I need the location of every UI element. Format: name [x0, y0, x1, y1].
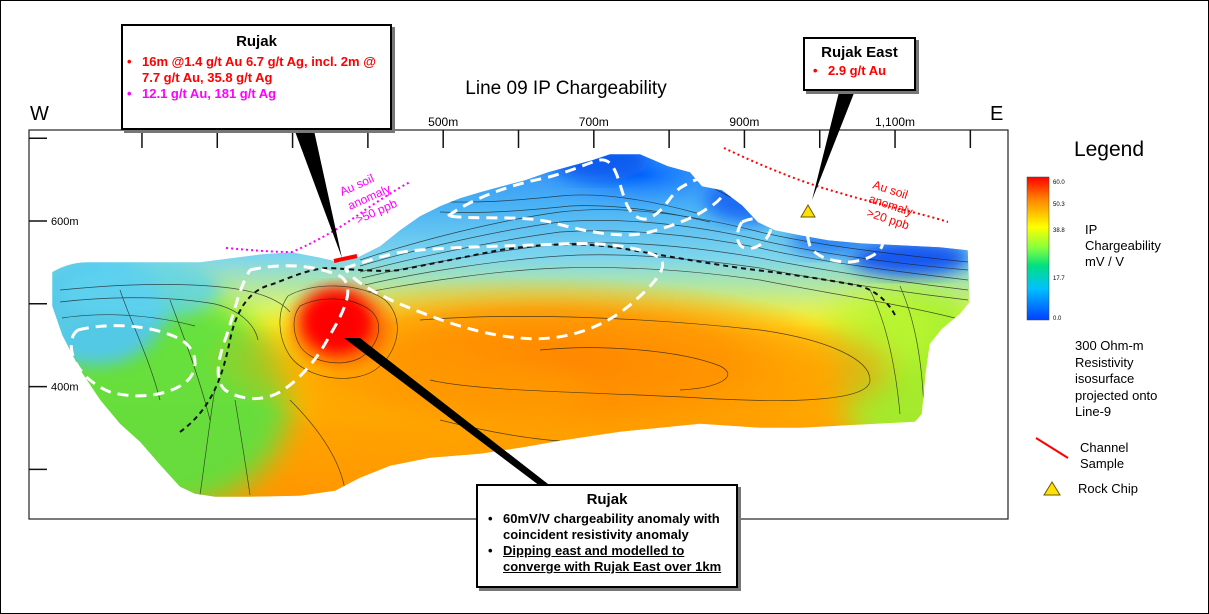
rujak-east-callout: Rujak East • 2.9 g/t Au [803, 37, 916, 91]
bullet: • [127, 86, 132, 102]
resistivity-label-line-1: 300 Ohm-m [1075, 338, 1157, 355]
rujak-bottom-item-1: • 60mV/V chargeability anomaly with coinc… [488, 511, 732, 543]
bullet: • [813, 63, 818, 79]
rujak-top-callout: Rujak • 16m @1.4 g/t Au 6.7 g/t Ag, incl.… [121, 24, 392, 130]
legend-title: Legend [1018, 138, 1200, 162]
resistivity-label-line-2: Resistivity [1075, 355, 1157, 372]
colorbar-label-line-2: Chargeability [1085, 238, 1161, 254]
channel-label-line-1: Channel [1080, 440, 1128, 456]
y-tick-label: 600m [51, 216, 79, 228]
colorbar-label-line-3: mV / V [1085, 254, 1161, 270]
bullet: • [488, 511, 493, 527]
rujak-top-item-1: • 16m @1.4 g/t Au 6.7 g/t Ag, incl. 2m @ … [127, 54, 384, 86]
bullet: • [488, 543, 493, 559]
legend-rock-label: Rock Chip [1078, 481, 1138, 496]
rujak-bottom-item-1-text: 60mV/V chargeability anomaly with coinci… [488, 511, 732, 543]
channel-label-line-2: Sample [1080, 456, 1128, 472]
legend-channel-label: Channel Sample [1080, 440, 1128, 472]
west-label: W [30, 103, 49, 125]
colorbar-tick-label: 17.7 [1053, 276, 1065, 282]
colorbar-tick-label: 50.3 [1053, 202, 1065, 208]
rujak-top-item-2-text: 12.1 g/t Au, 181 g/t Ag [127, 86, 384, 102]
x-tick-label: 900m [729, 115, 759, 129]
x-tick-label: 500m [428, 115, 458, 129]
east-label: E [990, 103, 1003, 125]
rujak-east-item-1-text: 2.9 g/t Au [813, 63, 910, 79]
resistivity-label-line-3: isosurface [1075, 371, 1157, 388]
rujak-bottom-item-2: • Dipping east and modelled to converge w… [488, 543, 732, 575]
rujak-top-title: Rujak [123, 33, 390, 50]
bullet: • [127, 54, 132, 70]
colorbar-tick-label: 38.8 [1053, 228, 1065, 234]
rujak-top-item-2: • 12.1 g/t Au, 181 g/t Ag [127, 86, 384, 102]
x-tick-label: 700m [579, 115, 609, 129]
chart-title: Line 09 IP Chargeability [465, 78, 667, 99]
rujak-bottom-callout: Rujak • 60mV/V chargeability anomaly with… [476, 484, 738, 588]
rujak-bottom-title: Rujak [478, 491, 736, 508]
colorbar-tick-label: 0.0 [1053, 316, 1062, 322]
resistivity-label-line-5: Line-9 [1075, 404, 1157, 421]
colorbar-label-line-1: IP [1085, 222, 1161, 238]
x-tick-label: 1,100m [875, 115, 915, 129]
resistivity-label-line-4: projected onto [1075, 388, 1157, 405]
legend-colorbar-label: IP Chargeability mV / V [1085, 222, 1161, 270]
rujak-east-title: Rujak East [805, 44, 914, 61]
colorbar-tick-label: 60.0 [1053, 180, 1065, 186]
rujak-bottom-item-2-text: Dipping east and modelled to converge wi… [488, 543, 732, 575]
rujak-east-item-1: • 2.9 g/t Au [813, 63, 910, 79]
rujak-top-item-1-text: 16m @1.4 g/t Au 6.7 g/t Ag, incl. 2m @ 7… [127, 54, 384, 86]
legend-resistivity-label: 300 Ohm-m Resistivity isosurface project… [1075, 338, 1157, 421]
y-tick-label: 400m [51, 382, 79, 394]
